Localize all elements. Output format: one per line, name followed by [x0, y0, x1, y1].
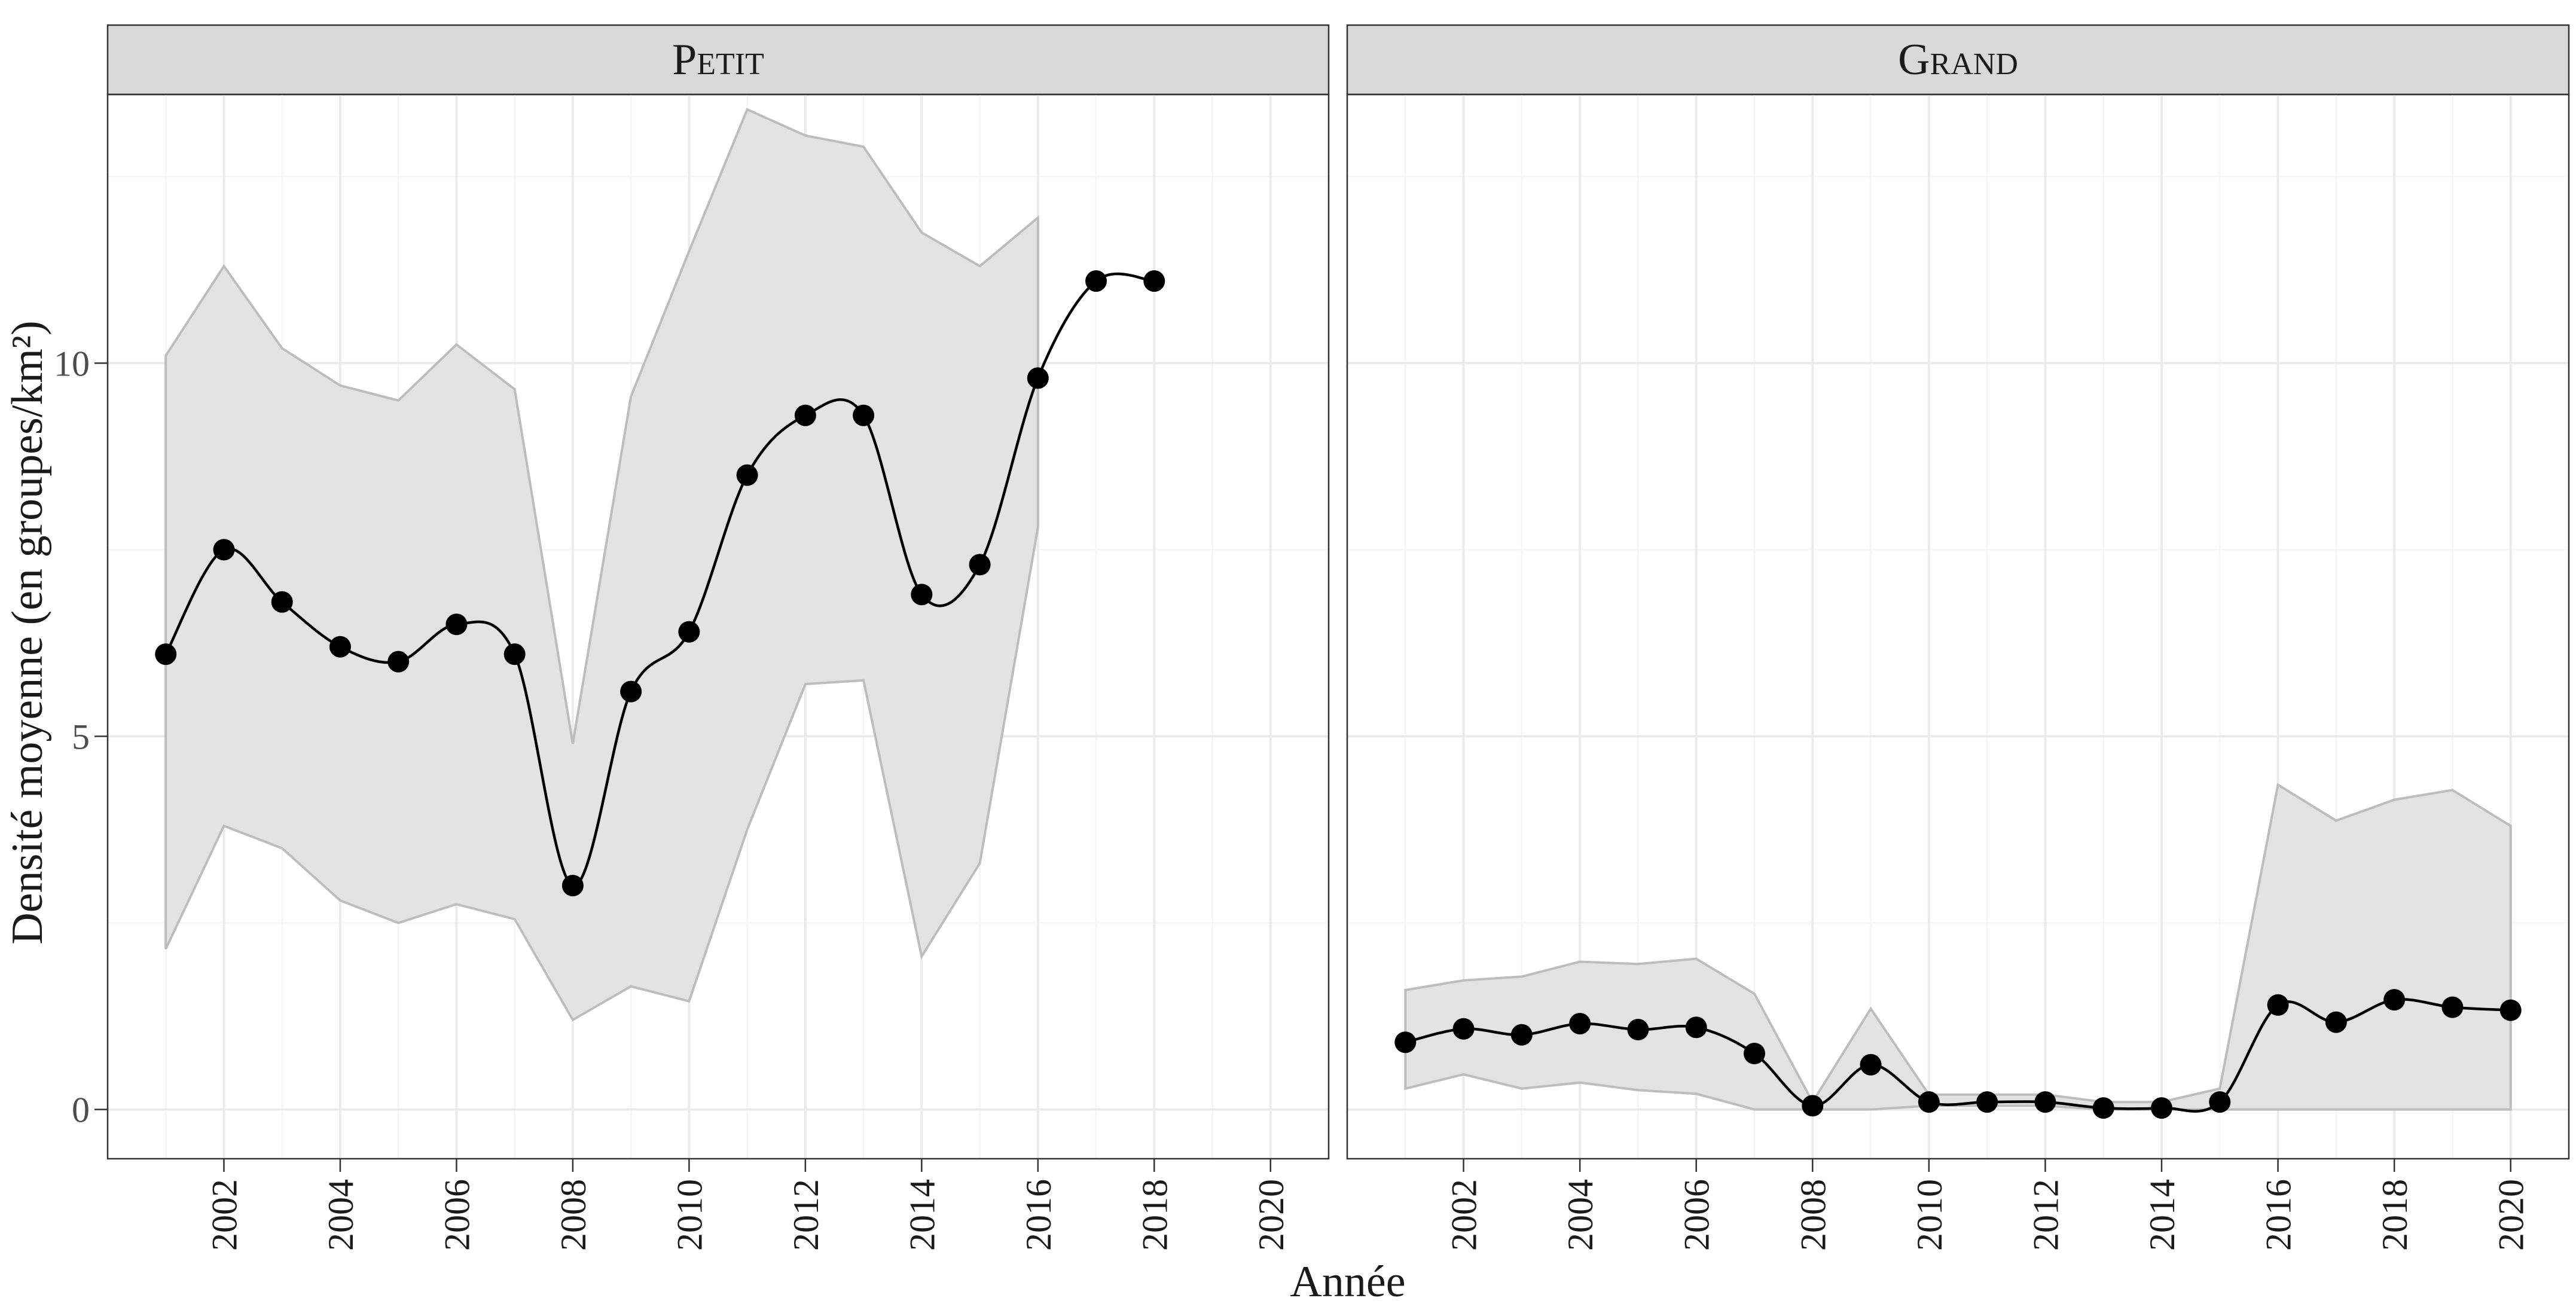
x-tick-label: 2014	[902, 1179, 942, 1251]
panel-border	[1346, 93, 2570, 1160]
data-point	[271, 591, 293, 613]
data-point	[1976, 1091, 1998, 1113]
x-tick-label: 2004	[1561, 1179, 1600, 1251]
data-point	[1685, 1016, 1707, 1039]
confidence-ribbon	[1404, 783, 2512, 1111]
data-point	[2499, 999, 2522, 1021]
facet-label: Grand	[1898, 35, 2018, 84]
data-point	[1569, 1013, 1591, 1035]
panel-grand: Grand 2002 2004 2006 2008 2010 2012 2014 2016 201…	[1346, 24, 2570, 1251]
data-point	[1143, 270, 1165, 292]
data-point	[1027, 367, 1049, 389]
data-point	[678, 621, 700, 643]
data-point	[853, 404, 875, 426]
data-point	[329, 636, 351, 658]
data-point	[387, 651, 410, 673]
x-tick-label: 2008	[554, 1179, 593, 1251]
data-point	[2034, 1091, 2056, 1113]
data-point	[1085, 270, 1107, 292]
x-tick-label: 2012	[2026, 1179, 2065, 1251]
x-tick-label: 2020	[1252, 1179, 1291, 1251]
data-point	[2267, 994, 2289, 1016]
data-point	[1510, 1024, 1533, 1046]
data-point	[911, 584, 933, 606]
facet-label: Petit	[672, 35, 764, 84]
y-axis-title: Densité moyenne (en groupes/km²)	[3, 320, 52, 945]
data-point	[561, 875, 584, 897]
data-point	[1394, 1031, 1417, 1054]
x-tick-label: 2002	[1445, 1179, 1484, 1251]
x-tick-label: 2006	[1677, 1179, 1717, 1251]
panel-border	[106, 93, 1330, 1160]
x-tick-label: 2018	[2375, 1179, 2415, 1251]
data-point	[1918, 1091, 1940, 1113]
data-point	[155, 643, 177, 665]
data-point	[2383, 989, 2406, 1011]
x-tick-label: 2012	[786, 1179, 826, 1251]
data-point	[794, 404, 816, 426]
facet-strip	[1346, 24, 2570, 96]
panel-petit: Petit 2002 2004 2006 2008 2010 2012 2014 2016 201…	[54, 24, 1330, 1251]
data-point	[1744, 1042, 1765, 1064]
x-tick-label: 2016	[2259, 1179, 2299, 1251]
data-point	[503, 643, 526, 665]
x-tick-label: 2020	[2492, 1179, 2531, 1251]
facet-strip	[106, 24, 1330, 96]
data-point	[1802, 1095, 1824, 1117]
x-tick-label: 2018	[1135, 1179, 1174, 1251]
chart-panels: Petit 2002 2004 2006 2008 2010 2012 2014 2016 201…	[54, 24, 2570, 1251]
y-tick-label: 0	[72, 1091, 90, 1130]
data-point	[2209, 1091, 2231, 1113]
y-tick-label: 5	[72, 717, 90, 756]
y-tick-label: 10	[54, 344, 90, 383]
data-point	[2092, 1097, 2114, 1119]
x-axis-title: Année	[1290, 1257, 1405, 1306]
data-point	[1452, 1018, 1475, 1040]
data-point	[969, 554, 991, 576]
confidence-ribbon	[164, 108, 1039, 1022]
x-tick-label: 2010	[670, 1179, 709, 1251]
x-tick-label: 2008	[1793, 1179, 1833, 1251]
data-point	[736, 464, 758, 486]
x-tick-label: 2002	[205, 1179, 245, 1251]
data-point	[2441, 996, 2464, 1018]
x-tick-label: 2006	[437, 1179, 477, 1251]
data-point	[1627, 1019, 1649, 1041]
x-tick-label: 2016	[1019, 1179, 1058, 1251]
x-tick-label: 2010	[1910, 1179, 1949, 1251]
x-tick-label: 2004	[321, 1179, 361, 1251]
data-point	[2151, 1097, 2172, 1119]
x-tick-label: 2014	[2142, 1179, 2182, 1251]
data-point	[1860, 1054, 1882, 1076]
data-point	[213, 539, 235, 561]
data-point	[445, 613, 468, 636]
data-point	[2325, 1011, 2347, 1033]
data-point	[620, 680, 642, 703]
